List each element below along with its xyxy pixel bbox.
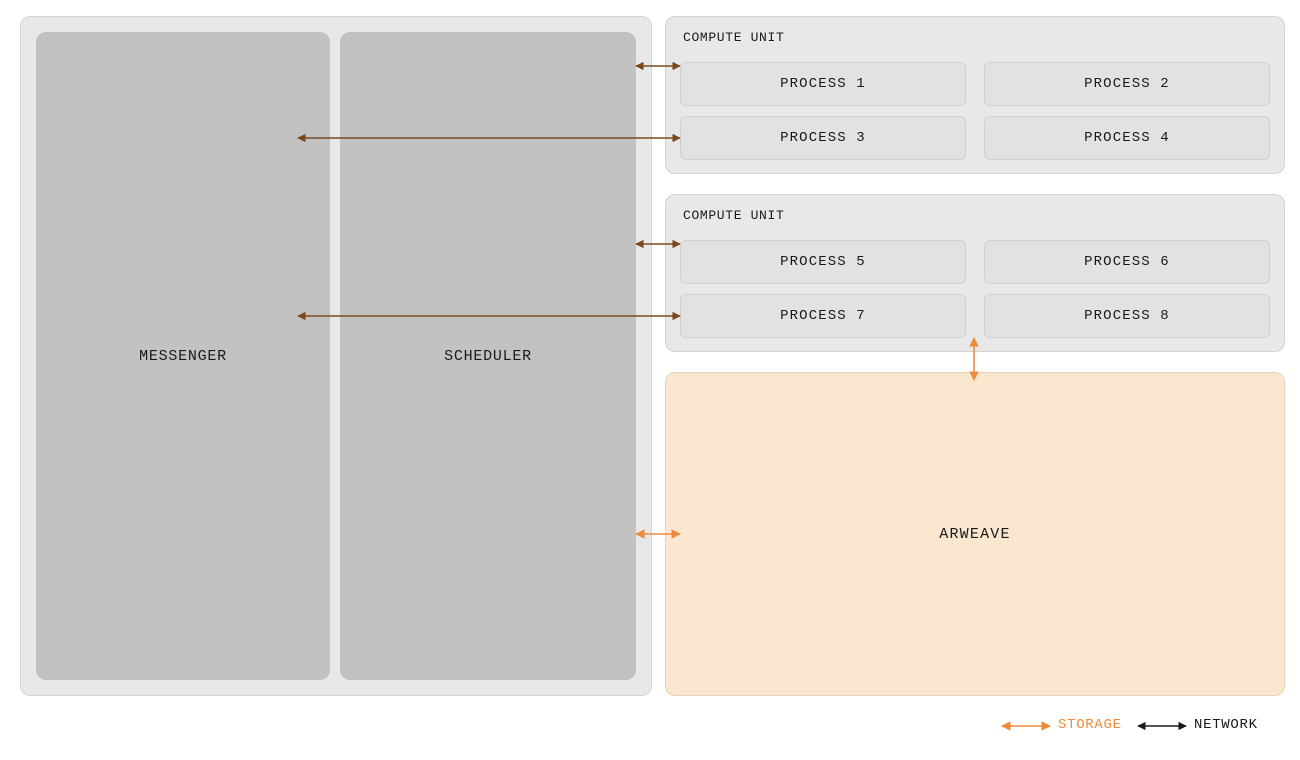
legend-network: NETWORK (1194, 717, 1258, 733)
legend-storage-label: STORAGE (1058, 717, 1122, 733)
legend-storage: STORAGE (1058, 717, 1122, 733)
legend-network-label: NETWORK (1194, 717, 1258, 733)
arrows-layer (0, 0, 1300, 760)
